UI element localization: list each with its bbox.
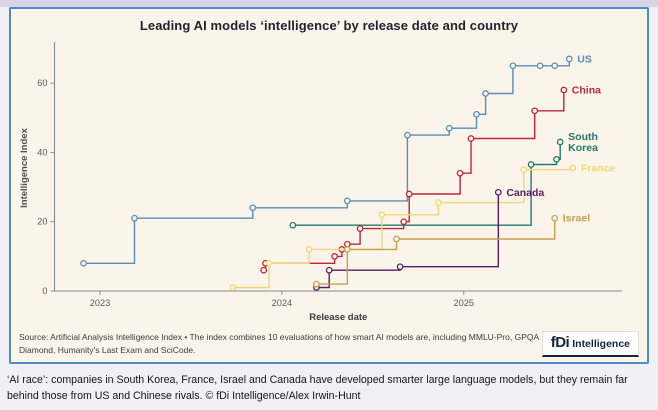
data-point <box>482 90 489 97</box>
data-point <box>393 235 400 243</box>
data-point <box>434 199 442 206</box>
data-point <box>343 246 351 253</box>
series-line <box>316 192 499 289</box>
image-caption: ‘AI race’: companies in South Korea, Fra… <box>7 374 628 403</box>
data-point <box>404 131 411 139</box>
data-point <box>249 204 257 212</box>
data-point <box>378 211 386 219</box>
series-line <box>83 58 570 264</box>
series-label: France <box>581 163 616 175</box>
data-point <box>445 124 453 132</box>
data-point <box>343 197 351 205</box>
series-france: France <box>229 163 616 291</box>
series-label: China <box>572 85 601 97</box>
source-text: Source: Artificial Analysis Intelligence… <box>19 332 539 355</box>
data-point <box>260 266 268 274</box>
data-point <box>313 280 320 288</box>
data-point <box>229 284 237 291</box>
data-point <box>400 218 408 226</box>
step-chart: 2023 2024 2025 0 20 40 60 Intelligence Index Rel… <box>19 42 622 323</box>
data-point <box>80 259 87 267</box>
data-point <box>536 62 544 70</box>
data-point <box>265 259 273 267</box>
series-label: South Korea <box>568 131 598 154</box>
series-line <box>263 90 565 271</box>
data-point <box>473 110 480 118</box>
fdi-logo-mark: fDi <box>550 334 570 351</box>
series-label: Israel <box>563 213 591 225</box>
y-tick-label: 60 <box>37 78 47 88</box>
series-south-korea: South Korea <box>289 131 598 229</box>
y-tick-label: 40 <box>37 147 47 157</box>
x-tick-label: 2025 <box>454 298 474 308</box>
x-tick-label: 2024 <box>272 298 292 308</box>
series-canada: Canada <box>313 187 544 291</box>
series-label: US <box>577 53 592 65</box>
data-point <box>509 62 517 70</box>
y-tick-label: 20 <box>37 217 47 227</box>
data-point <box>551 62 559 70</box>
data-point <box>551 214 559 222</box>
data-point <box>553 155 560 163</box>
data-point <box>356 225 364 232</box>
data-point <box>325 266 333 274</box>
data-point <box>405 190 413 198</box>
data-point <box>569 164 577 172</box>
source-row: Source: Artificial Analysis Intelligence… <box>19 331 639 357</box>
data-point <box>467 135 475 142</box>
data-point <box>289 221 297 229</box>
y-axis-label: Intelligence Index <box>19 127 30 207</box>
series-line <box>316 218 556 285</box>
series-israel: Israel <box>313 213 591 288</box>
series-us: US <box>80 53 592 267</box>
data-point <box>305 246 313 253</box>
data-point <box>527 161 535 168</box>
series-china: China <box>260 85 601 274</box>
data-point <box>531 107 539 115</box>
data-point <box>520 166 528 174</box>
data-point <box>131 214 138 222</box>
series-line <box>292 142 561 226</box>
data-point <box>456 169 464 177</box>
fdi-logo-word: Intelligence <box>572 338 630 350</box>
data-point <box>494 188 502 196</box>
data-point <box>396 263 404 271</box>
y-tick-label: 0 <box>42 286 47 296</box>
chart-title: Leading AI models ‘intelligence’ by rele… <box>139 18 519 33</box>
data-point <box>565 55 573 63</box>
series-label: Canada <box>506 187 544 199</box>
data-point <box>560 86 568 94</box>
x-axis-label: Release date <box>309 312 367 323</box>
chart-card: Leading AI models ‘intelligence’ by rele… <box>9 7 649 364</box>
data-point <box>556 138 564 146</box>
data-point <box>331 253 338 260</box>
x-tick-label: 2023 <box>90 298 110 308</box>
fdi-intelligence-logo: fDi Intelligence <box>541 331 639 357</box>
page-top-strip <box>0 0 658 7</box>
